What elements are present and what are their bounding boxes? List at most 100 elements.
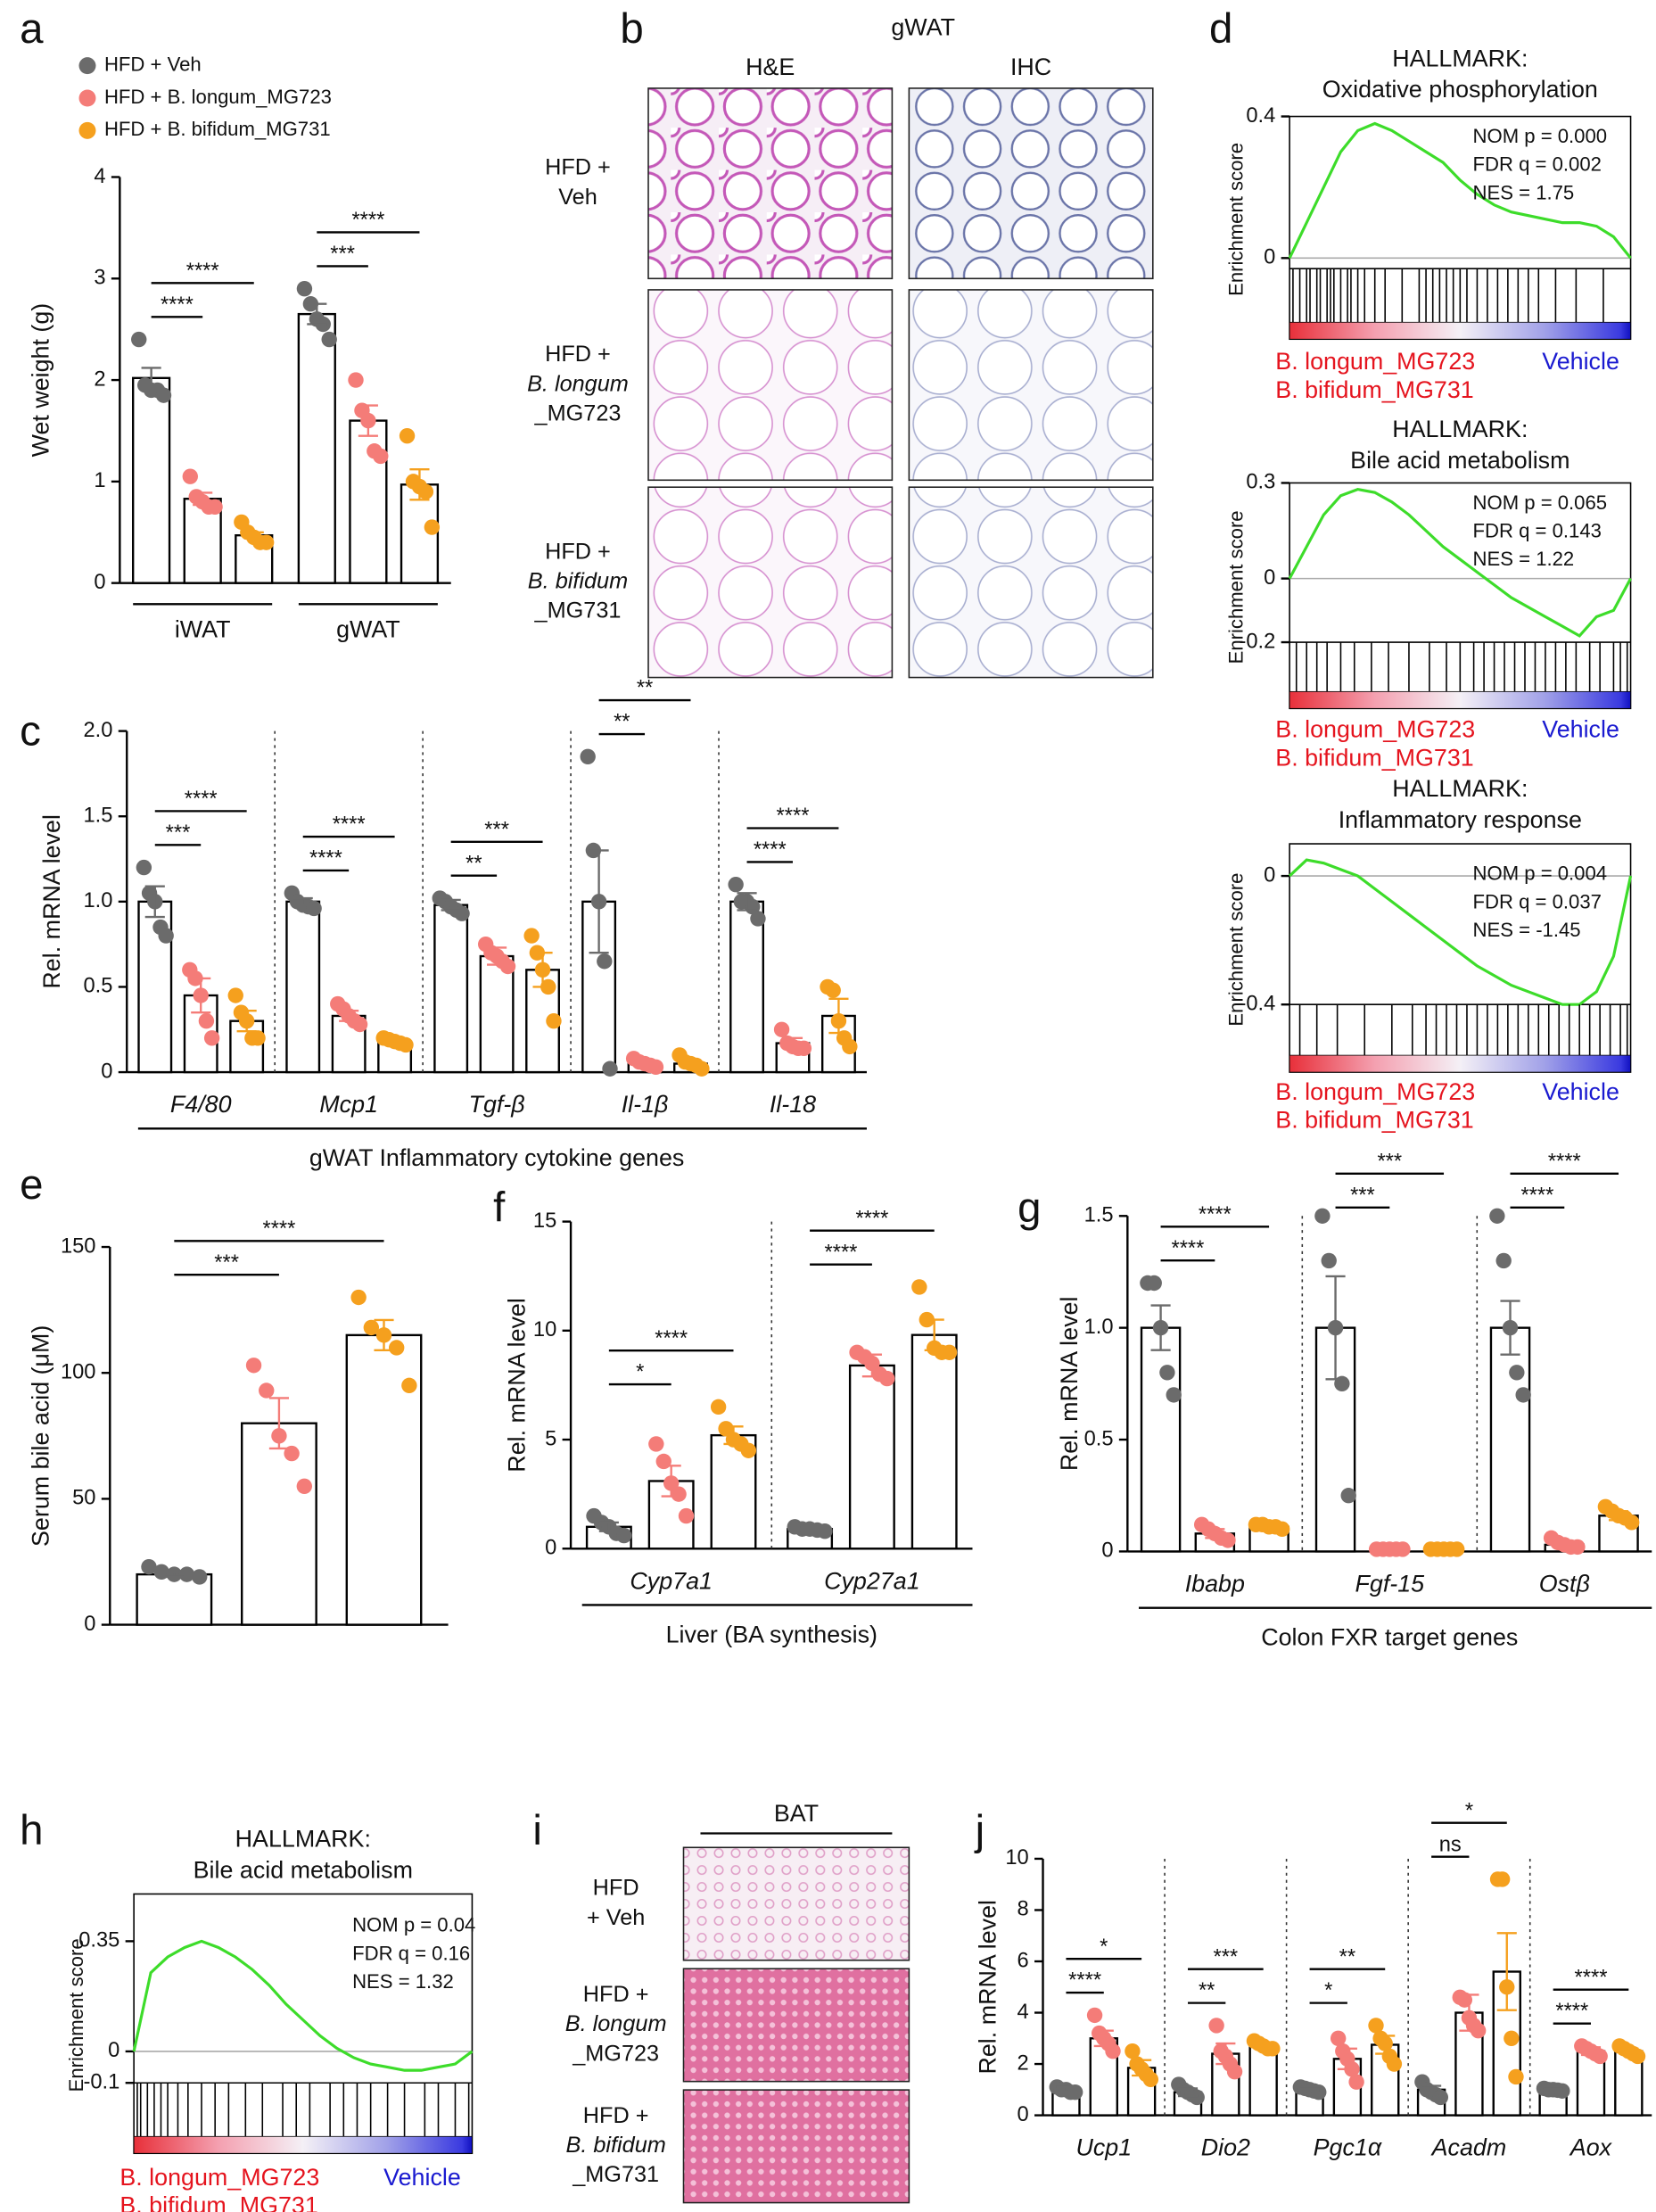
significance-label: **** xyxy=(655,1327,688,1350)
bar xyxy=(1489,1326,1531,1553)
y-axis-label: Serum bile acid (μM) xyxy=(28,1325,54,1547)
data-point xyxy=(258,534,275,550)
data-point xyxy=(1086,2007,1103,2024)
group-label: B. longum_MG723 xyxy=(1275,1078,1475,1105)
y-tick-label: 0 xyxy=(1264,863,1275,887)
data-point xyxy=(1623,1515,1640,1531)
group-label: Vehicle xyxy=(1542,716,1619,743)
statistic: FDR q = 0.037 xyxy=(1473,890,1602,912)
data-point xyxy=(350,1289,367,1306)
plot-frame xyxy=(133,1893,474,2155)
group-label: Vehicle xyxy=(383,2164,461,2191)
figure-title: gWAT xyxy=(891,14,955,41)
micrograph xyxy=(647,87,894,280)
bar xyxy=(1248,2044,1278,2117)
x-category-label: Cyp27a1 xyxy=(824,1567,920,1594)
micrograph xyxy=(908,289,1154,482)
x-category-label: Il-18 xyxy=(770,1091,816,1118)
chart-title: Inflammatory response xyxy=(1339,806,1582,833)
row-label: HFD + xyxy=(545,342,611,367)
data-point xyxy=(1311,2084,1327,2101)
x-category-label: Ucp1 xyxy=(1075,2134,1132,2161)
data-point xyxy=(1166,1387,1182,1403)
bar xyxy=(132,376,171,584)
data-point xyxy=(648,1436,664,1452)
y-axis-label: Enrichment score xyxy=(1224,873,1247,1027)
y-tick-label: 0 xyxy=(94,571,105,594)
group-label: B. bifidum_MG731 xyxy=(119,2191,317,2212)
y-tick-label: 1 xyxy=(94,469,105,492)
significance-label: **** xyxy=(855,1207,888,1230)
x-category-label: Dio2 xyxy=(1201,2134,1250,2161)
x-category-label: Fgf-15 xyxy=(1355,1570,1424,1597)
group-label: B. longum_MG723 xyxy=(1275,348,1475,375)
enrichment-curve xyxy=(1288,121,1632,260)
group-label: Vehicle xyxy=(1542,1078,1619,1105)
data-point xyxy=(602,1061,618,1077)
y-tick-label: 0.5 xyxy=(83,975,112,998)
significance-label: ns xyxy=(1439,1833,1462,1856)
significance-label: **** xyxy=(186,260,219,283)
panel-letter: b xyxy=(620,5,643,53)
group-label: B. longum_MG723 xyxy=(119,2164,319,2191)
column-label: IHC xyxy=(1010,54,1051,80)
group-label: gWAT Inflammatory cytokine genes xyxy=(309,1144,684,1171)
y-axis-label: Rel. mRNA level xyxy=(1056,1297,1083,1472)
y-tick-label: 0.5 xyxy=(1084,1427,1114,1450)
bar xyxy=(136,1572,213,1626)
x-category-label: Ostβ xyxy=(1539,1570,1590,1597)
data-point xyxy=(284,1445,300,1462)
bar xyxy=(297,312,336,584)
x-category-label: F4/80 xyxy=(170,1091,232,1118)
data-point xyxy=(1321,1252,1337,1269)
micrograph xyxy=(647,486,894,679)
significance-label: ** xyxy=(614,711,630,734)
x-category-label: Pgc1α xyxy=(1314,2134,1382,2161)
data-point xyxy=(198,1013,215,1029)
y-tick-label: 0 xyxy=(545,1537,556,1560)
significance-label: **** xyxy=(1172,1237,1205,1260)
data-point xyxy=(825,982,841,998)
y-axis-label: Rel. mRNA level xyxy=(975,1900,1001,2075)
y-tick-label: 15 xyxy=(533,1209,556,1233)
y-tick-label: 2 xyxy=(94,367,105,391)
row-label: HFD + xyxy=(545,155,611,180)
significance-label: **** xyxy=(825,1241,858,1264)
x-category-label: Aox xyxy=(1569,2134,1613,2161)
data-point xyxy=(694,1061,710,1077)
bar xyxy=(241,1422,317,1626)
x-category-label: Acadm xyxy=(1430,2134,1507,2161)
data-point xyxy=(1489,1208,1505,1224)
row-label: B. bifidum xyxy=(565,2133,665,2158)
data-point xyxy=(417,483,434,499)
row-label: B. longum xyxy=(527,371,629,396)
data-point xyxy=(911,1279,927,1295)
significance-label: *** xyxy=(1214,1945,1239,1969)
bar xyxy=(285,900,321,1074)
statistic: FDR q = 0.002 xyxy=(1473,153,1602,176)
x-category-label: iWAT xyxy=(175,615,231,642)
group-label: B. bifidum_MG731 xyxy=(1275,1106,1473,1133)
plot-frame xyxy=(1289,843,1632,1073)
chart-title: HALLMARK: xyxy=(1392,775,1528,802)
data-point xyxy=(153,1564,169,1580)
statistic: NES = 1.22 xyxy=(1473,548,1575,570)
y-tick-label: 10 xyxy=(533,1318,556,1341)
statistic: NOM p = 0.065 xyxy=(1473,491,1608,514)
data-point xyxy=(671,1486,687,1502)
x-category-label: Tgf-β xyxy=(469,1091,525,1118)
group-label: Colon FXR target genes xyxy=(1261,1623,1518,1650)
y-tick-label: 0 xyxy=(108,2039,119,2062)
data-point xyxy=(1515,1387,1531,1403)
data-point xyxy=(616,1527,632,1544)
data-point xyxy=(1189,2089,1205,2106)
data-point xyxy=(546,1013,562,1029)
statistic: NES = -1.45 xyxy=(1473,919,1581,941)
statistic: FDR q = 0.143 xyxy=(1473,520,1602,542)
row-label: HFD + xyxy=(545,539,611,564)
significance-label: **** xyxy=(1068,1969,1101,1993)
y-tick-label: 8 xyxy=(1017,1898,1029,1921)
bar xyxy=(1140,1326,1182,1553)
significance-label: **** xyxy=(309,847,342,871)
x-category-label: Cyp7a1 xyxy=(630,1567,713,1594)
